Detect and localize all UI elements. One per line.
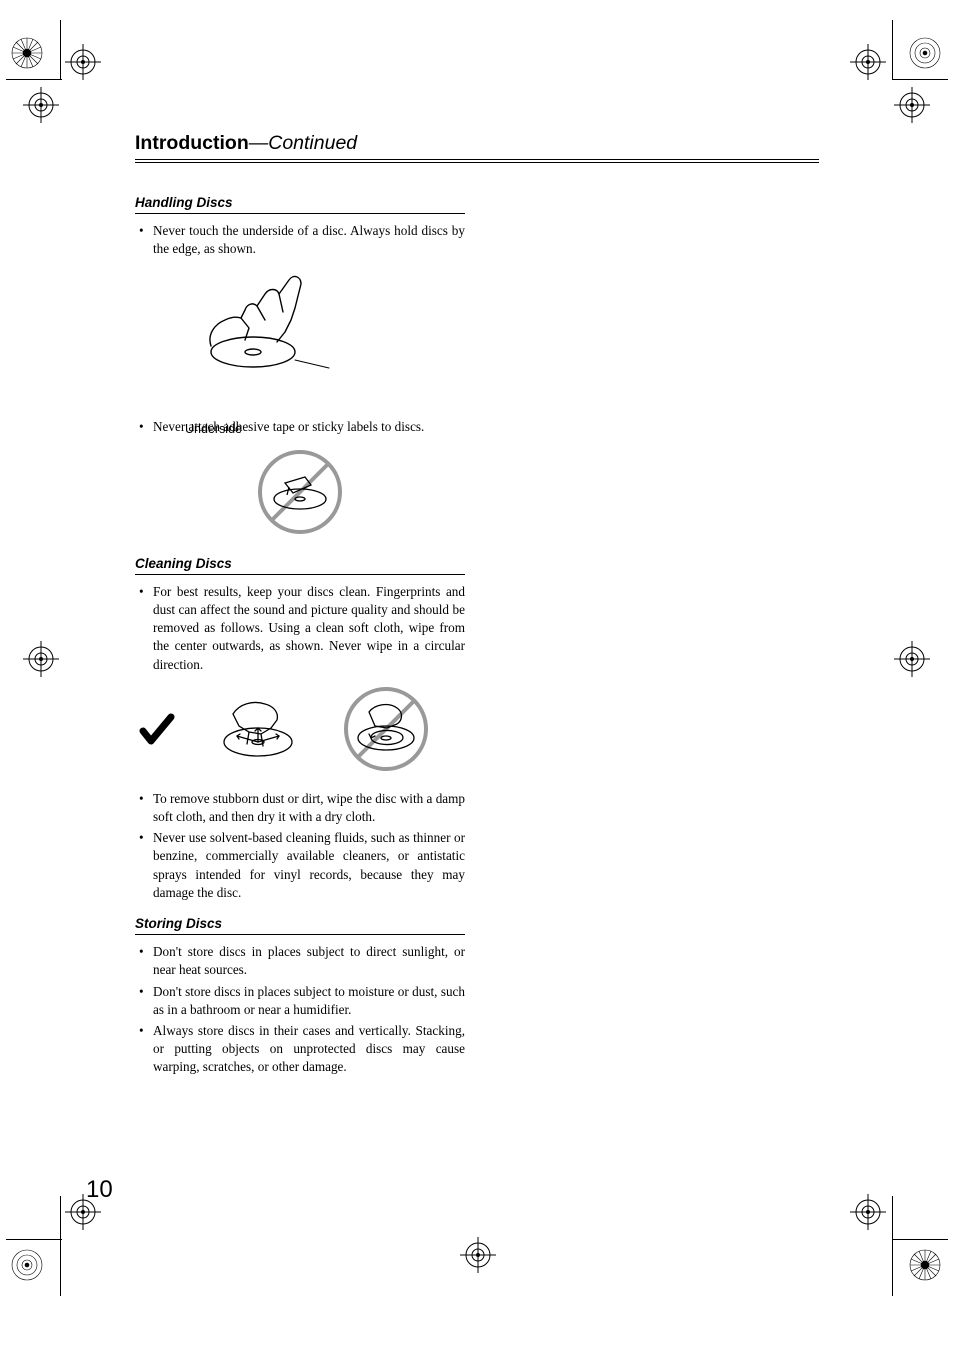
registration-mark-br (850, 1194, 886, 1230)
handling-list: Never touch the underside of a disc. Alw… (135, 222, 465, 258)
page-title: Introduction—Continued (135, 132, 819, 160)
corner-ornament-tr (908, 36, 942, 70)
page-content: Introduction—Continued Handling Discs Ne… (135, 132, 819, 1087)
handling-list-2: Never attach adhesive tape or sticky lab… (135, 418, 465, 436)
title-underline (135, 162, 819, 163)
registration-mark-tl (65, 44, 101, 80)
figure-wipe-wrong (341, 684, 431, 774)
registration-mark-mb (460, 1237, 496, 1273)
crop-line (60, 20, 61, 80)
crop-line (6, 1239, 62, 1240)
column-left: Handling Discs Never touch the underside… (135, 195, 465, 1077)
list-item: Never touch the underside of a disc. Alw… (135, 222, 465, 258)
list-item: Always store discs in their cases and ve… (135, 1022, 465, 1077)
page-number: 10 (86, 1176, 113, 1204)
list-item: Never use solvent-based cleaning fluids,… (135, 829, 465, 902)
list-item: Don't store discs in places subject to d… (135, 943, 465, 979)
registration-mark-tll (23, 87, 59, 123)
cleaning-list-2: To remove stubborn dust or dirt, wipe th… (135, 790, 465, 902)
crop-line (892, 1239, 948, 1240)
crop-line (60, 1196, 61, 1296)
figure-hold-disc: Underside (135, 268, 465, 406)
subhead-storing: Storing Discs (135, 916, 465, 935)
crop-line (892, 79, 948, 80)
crop-line (6, 79, 62, 80)
corner-ornament-br (908, 1248, 942, 1282)
crop-line (892, 20, 893, 80)
corner-ornament-bl (10, 1248, 44, 1282)
figure-row-cleaning (135, 684, 465, 774)
list-item: Don't store discs in places subject to m… (135, 983, 465, 1019)
checkmark-icon (139, 711, 175, 747)
registration-mark-trr (894, 87, 930, 123)
list-item: To remove stubborn dust or dirt, wipe th… (135, 790, 465, 826)
list-item: Never attach adhesive tape or sticky lab… (135, 418, 465, 436)
registration-mark-mr (894, 641, 930, 677)
storing-list: Don't store discs in places subject to d… (135, 943, 465, 1077)
figure-wipe-correct (213, 684, 303, 774)
cleaning-list-1: For best results, keep your discs clean.… (135, 583, 465, 674)
list-item: For best results, keep your discs clean.… (135, 583, 465, 674)
registration-mark-tr (850, 44, 886, 80)
corner-ornament-tl (10, 36, 44, 70)
chapter-name: Introduction (135, 132, 249, 154)
crop-line (892, 1196, 893, 1296)
figure-no-label (135, 447, 465, 542)
subhead-cleaning: Cleaning Discs (135, 556, 465, 575)
subhead-handling: Handling Discs (135, 195, 465, 214)
registration-mark-ml (23, 641, 59, 677)
continued-label: —Continued (249, 132, 357, 154)
